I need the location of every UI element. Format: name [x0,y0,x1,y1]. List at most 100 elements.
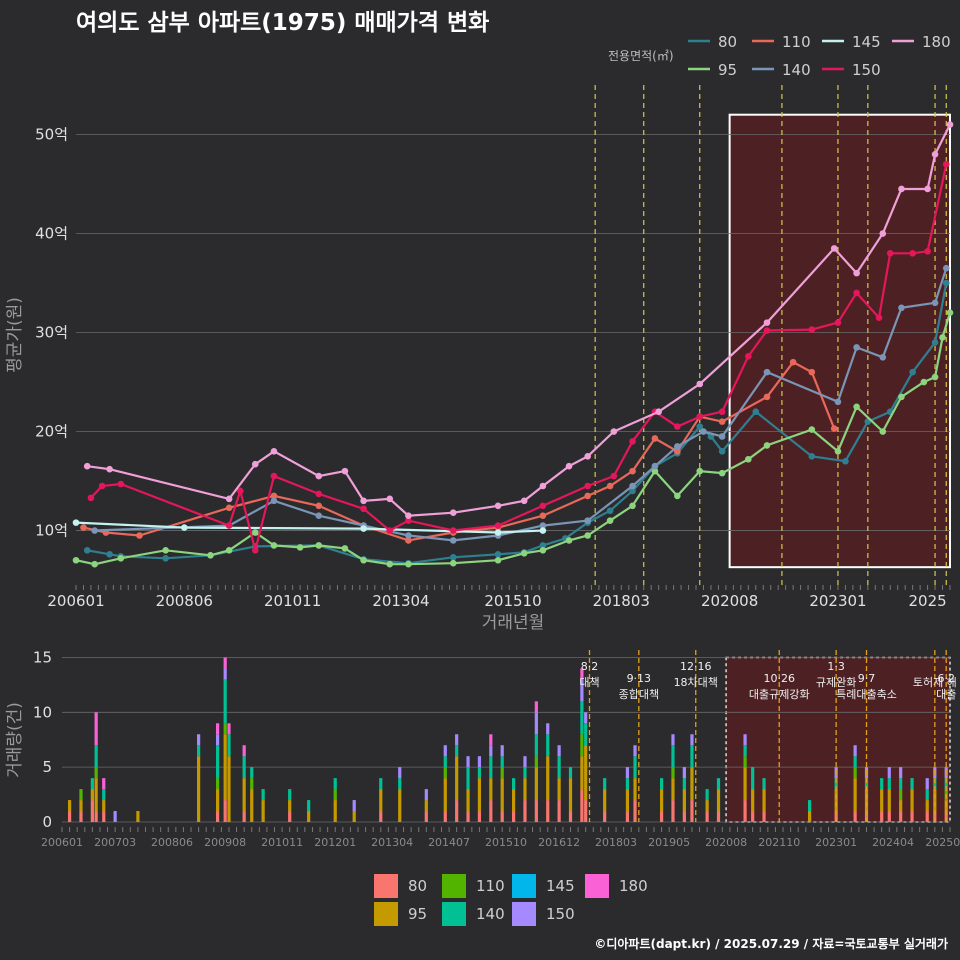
volume-bar-80 [834,811,838,822]
volume-bar-140 [690,745,694,768]
policy-text: 대출 [936,688,956,701]
volume-bar-140 [910,778,914,790]
data-point-95 [651,467,659,475]
volume-bar-95 [511,789,516,812]
volume-bar-150 [557,745,561,757]
data-point-95 [494,556,502,564]
volume-legend-swatch [512,902,536,926]
data-point-150 [629,438,636,445]
volume-bar-140 [682,778,686,790]
data-point-150 [360,505,367,513]
data-point-150 [315,490,323,498]
volume-bar-80 [90,800,94,822]
volume-bar-140 [762,778,766,790]
volume-bar-140 [94,745,98,768]
volume-bar-80 [944,811,948,822]
data-point-150 [875,314,883,321]
policy-date: 9·7 [858,672,876,685]
data-point-180 [520,497,528,505]
volume-bar-140 [568,767,573,779]
x-tick-label: 201304 [372,592,429,610]
volume-bar-95 [250,789,254,822]
volume-bar-95 [455,756,459,801]
volume-bar-150 [489,745,493,757]
volume-y-tick-label: 0 [42,813,52,831]
policy-date: 10·26 [763,672,795,685]
volume-bar-140 [307,800,311,812]
policy-date: 8·2 [581,660,599,673]
data-point-80 [106,551,113,558]
volume-bar-150 [625,767,630,779]
volume-bar-140 [250,767,254,779]
data-point-140 [898,304,905,312]
footer-credit: ©디아파트(dapt.kr) / 2025.07.29 / 자료=국토교통부 실… [594,936,948,951]
volume-bar-140 [716,778,721,790]
volume-x-tick-label: 201510 [485,836,527,849]
data-point-180 [696,380,704,388]
data-point-140 [315,512,323,519]
volume-bar-110 [223,723,227,735]
x-tick-label: 201510 [484,592,541,610]
data-point-95 [763,442,771,449]
volume-bar-180 [534,701,538,713]
data-point-95 [931,373,939,381]
data-point-150 [449,527,457,534]
data-point-110 [674,448,681,455]
policy-date: 9·13 [627,672,652,685]
policy-date: 1·3 [827,660,845,673]
volume-bar-80 [625,811,630,822]
volume-bar-140 [443,756,447,768]
volume-bar-95 [227,756,231,822]
data-point-180 [584,452,592,460]
data-point-95 [629,502,636,510]
data-point-110 [270,492,278,500]
volume-bar-80 [880,811,884,822]
data-point-80 [539,542,547,549]
data-point-140 [834,398,842,406]
volume-legend-label: 150 [546,905,575,923]
volume-bar-80 [751,811,755,822]
volume-bar-150 [580,679,584,702]
data-point-80 [718,448,726,455]
volume-bar-150 [584,712,588,724]
y-tick-label: 10억 [35,522,68,540]
volume-bar-80 [853,811,857,822]
policy-text: 규제완화 [816,676,856,689]
volume-bar-95 [398,789,402,822]
x-axis-title: 거래년월 [482,613,545,633]
data-point-110 [80,524,87,531]
volume-bar-110 [534,756,538,768]
volume-bar-95 [261,800,265,822]
data-point-95 [606,517,614,524]
data-point-95 [939,334,946,341]
policy-text: 종합대책 [619,688,659,701]
volume-bar-80 [443,811,447,822]
volume-x-tick-label: 200703 [94,836,136,849]
volume-bar-150 [455,734,459,746]
volume-bar-140 [944,778,948,790]
data-point-80 [942,279,950,287]
volume-bar-95 [352,811,356,822]
volume-bar-150 [690,734,694,746]
volume-bar-150 [113,811,117,822]
volume-bar-95 [705,800,709,812]
volume-bar-140 [864,778,869,790]
data-point-80 [494,551,502,558]
data-point-95 [91,560,98,568]
data-point-80 [629,487,636,495]
volume-bar-140 [925,789,929,801]
data-point-140 [942,264,950,272]
volume-x-tick-label: 202301 [815,836,857,849]
data-point-95 [207,551,214,559]
policy-text: 대책 [579,676,599,689]
volume-legend-label: 140 [476,905,505,923]
volume-bar-150 [424,789,428,801]
volume-bar-140 [834,778,838,790]
data-point-140 [674,443,681,450]
volume-bar-80 [580,789,584,822]
volume-bar-110 [333,789,337,801]
volume-bar-110 [250,778,254,790]
volume-bar-95 [307,811,311,822]
data-point-145 [494,529,502,536]
volume-bar-80 [102,811,106,822]
